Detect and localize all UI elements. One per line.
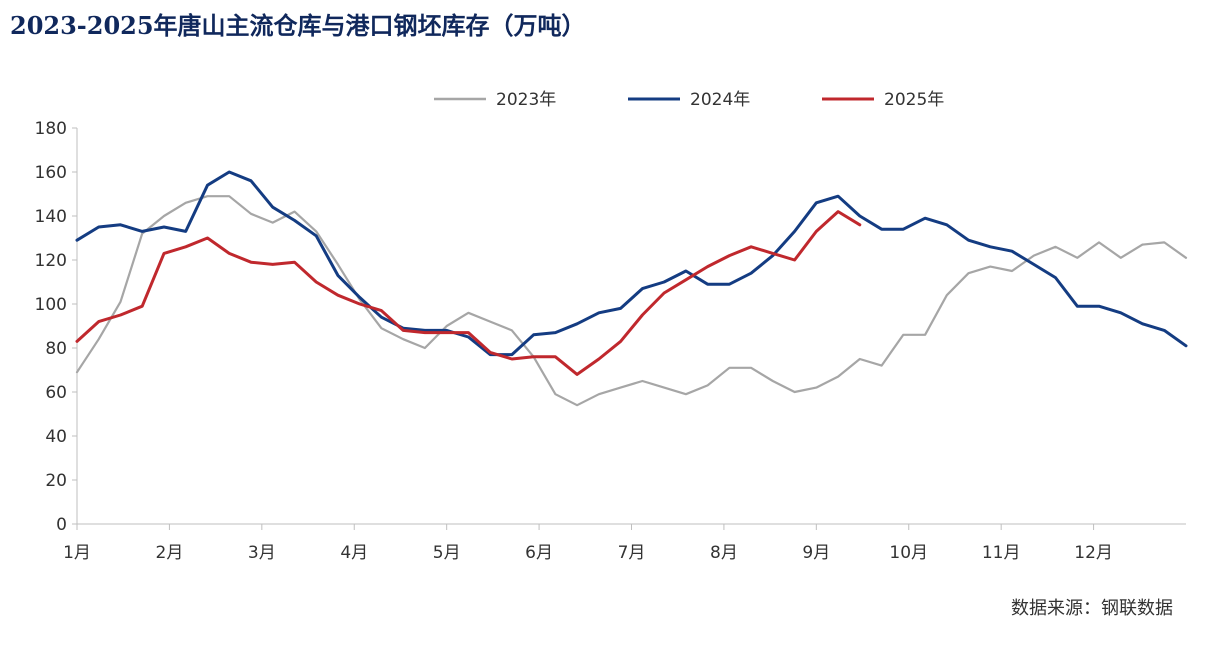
y-tick-label: 20	[45, 471, 67, 491]
chart-axes: 0 20 40 60 80 100 120 140 160 180 1月 2月 3月 4月 5月 6月 7月 8月…	[35, 119, 1186, 563]
data-source-note: 数据来源：钢联数据	[1011, 598, 1173, 619]
y-tick-label: 140	[35, 207, 67, 227]
x-tick-label: 6月	[525, 543, 553, 563]
series-line-1	[75, 195, 1188, 407]
y-tick-label: 120	[35, 251, 67, 271]
x-tick-label: 5月	[433, 543, 461, 563]
x-tick-label: 3月	[248, 543, 276, 563]
legend-label: 2023年	[496, 90, 556, 110]
y-tick-label: 180	[35, 119, 67, 139]
x-tick-label: 1月	[63, 543, 91, 563]
series-line-2	[75, 170, 1188, 357]
y-tick-label: 80	[45, 339, 67, 359]
series-line-3	[75, 210, 862, 376]
legend-item-1: 2023年	[434, 90, 556, 110]
legend-item-2: 2024年	[628, 90, 750, 110]
legend-label: 2024年	[690, 90, 750, 110]
x-tick-label: 11月	[982, 543, 1021, 563]
legend-item-3: 2025年	[822, 90, 944, 110]
legend-label: 2025年	[884, 90, 944, 110]
chart-series-lines	[75, 170, 1188, 407]
x-tick-label: 8月	[710, 543, 738, 563]
x-tick-label: 7月	[618, 543, 646, 563]
chart-legend: 2023年 2024年 2025年	[434, 90, 944, 110]
chart-title: 2023-2025年唐山主流仓库与港口钢坯库存（万吨）	[10, 11, 586, 40]
x-tick-label: 12月	[1074, 543, 1113, 563]
x-tick-label: 10月	[889, 543, 928, 563]
y-tick-label: 60	[45, 383, 67, 403]
y-tick-label: 40	[45, 427, 67, 447]
y-tick-label: 100	[35, 295, 67, 315]
x-tick-label: 9月	[802, 543, 830, 563]
y-tick-label: 160	[35, 163, 67, 183]
x-tick-label: 2月	[156, 543, 184, 563]
y-tick-label: 0	[56, 515, 67, 535]
x-tick-label: 4月	[340, 543, 368, 563]
